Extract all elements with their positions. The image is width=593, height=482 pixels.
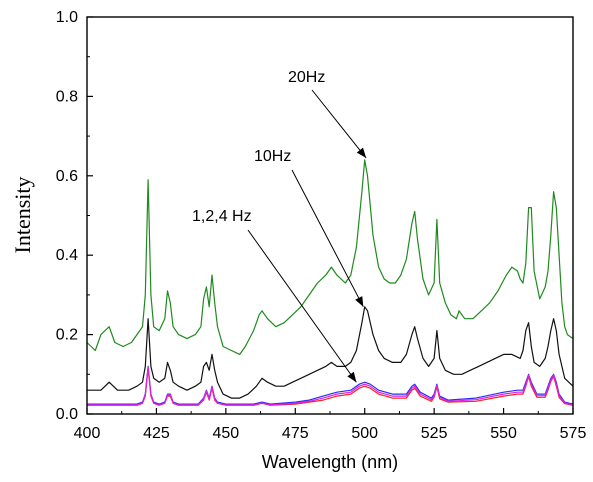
annotation-arrow-head (347, 371, 357, 383)
annotation-arrow-head (356, 147, 367, 158)
y-tick-label: 0.4 (56, 247, 78, 264)
y-tick-label: 1.0 (56, 9, 78, 26)
annotation-arrow-head (355, 296, 364, 307)
x-tick-label: 575 (560, 425, 587, 442)
x-tick-label: 550 (490, 425, 517, 442)
series-layer (86, 159, 574, 406)
y-tick-label: 0.6 (56, 168, 78, 185)
y-tick-label: 0.8 (56, 88, 78, 105)
annotation-label: 20Hz (288, 69, 325, 86)
x-tick-label: 425 (143, 425, 170, 442)
series-line-s4 (87, 366, 574, 406)
y-tick-label: 0.0 (56, 406, 78, 423)
annotation-arrow-line (247, 229, 357, 383)
x-tick-label: 450 (213, 425, 240, 442)
annotations: 20Hz 10Hz 1,2,4 Hz (192, 69, 367, 383)
annotation-arrow-line (291, 169, 364, 308)
x-tick-label: 525 (421, 425, 448, 442)
x-axis: 400 425 450 475 500 525 550 575 (74, 408, 587, 442)
annotation-label: 10Hz (254, 148, 291, 165)
x-tick-label: 475 (282, 425, 309, 442)
y-axis: 0.0 0.2 0.4 0.6 0.8 1.0 (56, 9, 93, 423)
series-line-s20 (86, 159, 574, 355)
series-line-s10 (87, 306, 574, 399)
x-tick-label: 400 (74, 425, 101, 442)
x-tick-label: 500 (351, 425, 378, 442)
y-axis-title: Intensity (10, 177, 35, 254)
annotation-arrow-line (311, 89, 367, 159)
x-axis-title: Wavelength (nm) (262, 452, 398, 472)
y-tick-label: 0.2 (56, 327, 78, 344)
annotation-label: 1,2,4 Hz (192, 208, 252, 225)
